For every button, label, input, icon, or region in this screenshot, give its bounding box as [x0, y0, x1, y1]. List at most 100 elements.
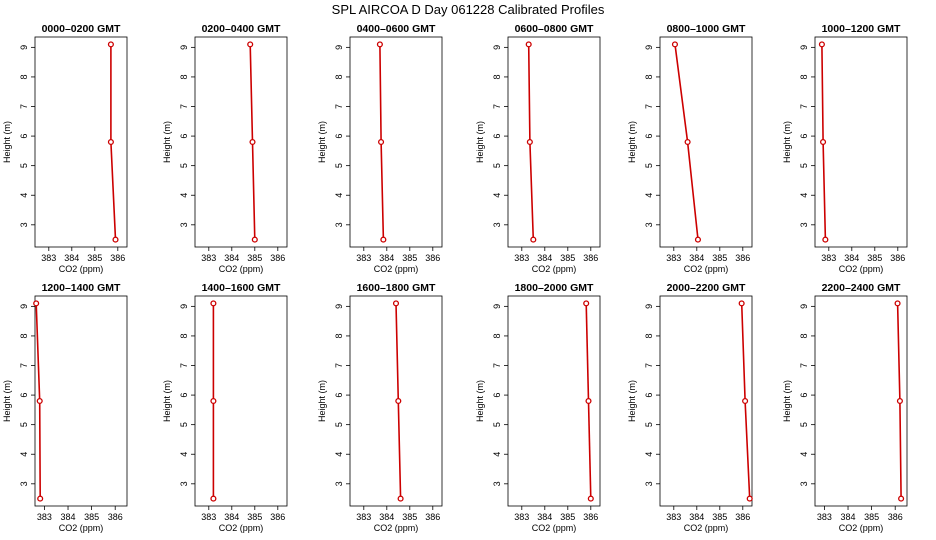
y-tick-label: 6 [19, 134, 29, 139]
data-point [526, 138, 533, 146]
data-point [377, 138, 385, 146]
y-tick-label: 8 [644, 74, 654, 79]
plot-frame [34, 295, 128, 507]
panel-title: 1200–1400 GMT [42, 282, 121, 294]
y-tick-label: 5 [492, 163, 502, 168]
x-tick-label: 383 [41, 253, 56, 263]
data-point [684, 138, 691, 146]
data-point [819, 138, 827, 146]
x-axis-label: CO2 (ppm) [374, 264, 419, 274]
data-point [818, 41, 825, 48]
y-tick-label: 9 [492, 45, 502, 50]
x-axis-label: CO2 (ppm) [59, 264, 104, 274]
x-axis-label: CO2 (ppm) [219, 523, 264, 533]
x-tick-label: 383 [37, 512, 52, 522]
x-tick-label: 385 [712, 253, 727, 263]
x-tick-label: 386 [583, 253, 598, 263]
data-point [746, 495, 753, 502]
y-axis-label: Height (m) [2, 380, 12, 422]
data-point [392, 300, 400, 307]
x-tick-label: 384 [689, 253, 704, 263]
data-point [585, 397, 592, 405]
plot-frame [34, 36, 128, 248]
y-tick-label: 4 [334, 452, 344, 457]
data-point [210, 397, 217, 405]
y-tick-label: 9 [19, 304, 29, 309]
panel-title: 0800–1000 GMT [667, 23, 746, 35]
y-tick-label: 7 [334, 104, 344, 109]
data-point [583, 300, 590, 307]
data-point [37, 495, 44, 502]
figure-title: SPL AIRCOA D Day 061228 Calibrated Profi… [332, 2, 605, 17]
y-tick-label: 8 [492, 333, 502, 338]
x-tick-label: 384 [379, 512, 394, 522]
y-tick-label: 8 [492, 74, 502, 79]
y-tick-label: 4 [19, 193, 29, 198]
x-tick-label: 386 [583, 512, 598, 522]
y-tick-label: 4 [334, 193, 344, 198]
x-axis-label: CO2 (ppm) [839, 264, 884, 274]
y-axis-label: Height (m) [162, 380, 172, 422]
profile-panel: 0800–1000 GMT 383 384 385 386 3 4 5 6 7 8 9 CO2 (ppm… [627, 23, 753, 274]
data-point [896, 397, 903, 405]
profile-panel: 2200–2400 GMT 383 384 385 386 3 4 5 6 7 8 9 CO2 (ppm… [782, 282, 908, 533]
x-tick-label: 386 [425, 512, 440, 522]
panel-title: 0000–0200 GMT [42, 23, 121, 35]
data-point [738, 300, 745, 307]
x-tick-label: 385 [84, 512, 99, 522]
y-tick-label: 7 [492, 363, 502, 368]
y-tick-label: 3 [799, 222, 809, 227]
x-tick-label: 385 [560, 512, 575, 522]
y-tick-label: 6 [19, 393, 29, 398]
y-tick-label: 7 [19, 363, 29, 368]
y-tick-label: 6 [492, 393, 502, 398]
x-tick-label: 383 [201, 512, 216, 522]
y-tick-label: 4 [644, 452, 654, 457]
x-tick-label: 383 [821, 253, 836, 263]
data-point [107, 138, 114, 146]
y-tick-label: 3 [492, 481, 502, 486]
panel-title: 0200–0400 GMT [202, 23, 281, 35]
y-axis-label: Height (m) [627, 121, 637, 163]
x-tick-label: 385 [247, 512, 262, 522]
y-tick-label: 9 [179, 45, 189, 50]
data-point [249, 138, 256, 146]
data-point [894, 300, 901, 307]
profile-panel: 1800–2000 GMT 383 384 385 386 3 4 5 6 7 8 9 CO2 (ppm… [475, 282, 601, 533]
plot-frame [349, 295, 443, 507]
x-tick-label: 386 [735, 253, 750, 263]
x-tick-label: 385 [864, 512, 879, 522]
data-point [898, 495, 905, 502]
x-tick-label: 386 [425, 253, 440, 263]
profile-panel: 1200–1400 GMT 383 384 385 386 3 4 5 6 7 8 9 CO2 (ppm… [2, 282, 128, 533]
data-point [530, 236, 537, 243]
x-tick-label: 383 [356, 512, 371, 522]
x-axis-label: CO2 (ppm) [839, 523, 884, 533]
x-tick-label: 386 [735, 512, 750, 522]
plot-frame [659, 36, 753, 248]
y-tick-label: 7 [334, 363, 344, 368]
panel-title: 1400–1600 GMT [202, 282, 281, 294]
x-tick-label: 384 [224, 253, 239, 263]
y-tick-label: 4 [179, 452, 189, 457]
x-tick-label: 385 [247, 253, 262, 263]
y-tick-label: 3 [644, 481, 654, 486]
x-tick-label: 384 [224, 512, 239, 522]
x-axis-label: CO2 (ppm) [532, 264, 577, 274]
x-tick-label: 386 [270, 253, 285, 263]
data-point [33, 300, 40, 307]
y-axis-label: Height (m) [317, 380, 327, 422]
data-point [587, 495, 594, 502]
x-tick-label: 384 [61, 512, 76, 522]
x-tick-label: 383 [666, 512, 681, 522]
data-point [376, 41, 383, 48]
plot-frame [814, 36, 908, 248]
y-tick-label: 4 [799, 452, 809, 457]
x-tick-label: 383 [514, 253, 529, 263]
y-tick-label: 9 [492, 304, 502, 309]
profile-panel: 0200–0400 GMT 383 384 385 386 3 4 5 6 7 8 9 CO2 (ppm… [162, 23, 288, 274]
data-point [395, 397, 402, 405]
data-point [671, 41, 678, 48]
y-tick-label: 6 [799, 134, 809, 139]
data-point [397, 495, 404, 502]
